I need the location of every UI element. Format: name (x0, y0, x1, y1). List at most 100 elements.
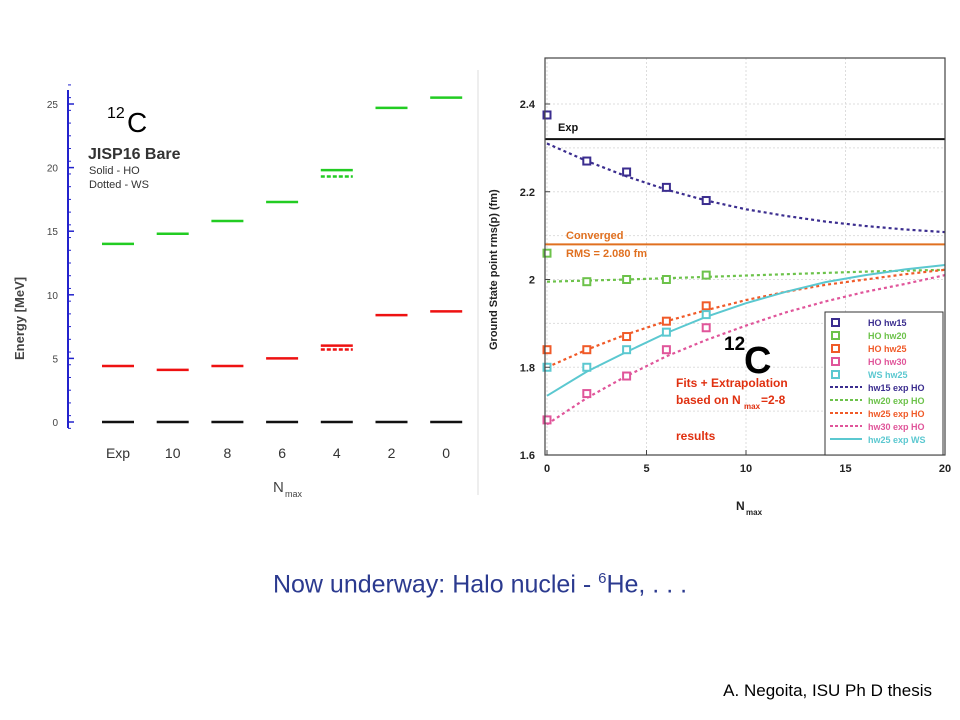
slide-subtitle: Now underway: Halo nuclei - 6He, . . . (0, 570, 960, 599)
rms-chart-x-ticks: 0 5 10 15 20 (544, 450, 951, 475)
rms-legend-marker (831, 370, 840, 379)
energy-chart-note-solid: Solid - HO (89, 165, 140, 177)
rms-chart-converged-label: Converged (566, 230, 623, 242)
rms-data-point (661, 327, 671, 337)
rms-chart-annotation-line2: based on N (676, 393, 741, 407)
rms-fit-curve (546, 142, 946, 234)
rms-x-tick-label: 5 (643, 463, 649, 475)
subtitle-superscript: 6 (598, 570, 607, 587)
rms-data-point (542, 415, 552, 425)
rms-data-point (701, 196, 711, 206)
rms-data-point (582, 156, 592, 166)
rms-data-point (542, 110, 552, 120)
rms-legend-label: hw25 exp WS (868, 435, 926, 445)
rms-legend-label: WS hw25 (868, 370, 908, 380)
rms-chart-data-points (542, 110, 711, 425)
rms-y-tick-label: 2 (529, 275, 535, 287)
rms-legend-marker (831, 344, 840, 353)
credit-text: A. Negoita, ISU Ph D thesis (723, 681, 932, 700)
energy-y-tick-label: 15 (47, 227, 59, 238)
energy-chart-y-label: Energy [MeV] (12, 277, 27, 360)
rms-y-tick-label: 2.4 (520, 99, 536, 111)
rms-legend-label: hw20 exp HO (868, 396, 925, 406)
energy-y-tick-label: 25 (47, 100, 59, 111)
energy-x-tick-label: Exp (106, 445, 130, 461)
energy-x-tick-label: 0 (442, 445, 450, 461)
rms-chart-frame (544, 57, 946, 456)
rms-legend-label: HO hw20 (868, 331, 907, 341)
rms-data-point (622, 332, 632, 342)
rms-chart-fit-curves (546, 142, 946, 426)
rms-x-tick-label: 10 (740, 463, 752, 475)
rms-chart-annotation-line3: results (676, 429, 716, 443)
rms-x-tick-label: 15 (839, 463, 851, 475)
rms-plot-frame (544, 57, 946, 456)
rms-data-point (542, 345, 552, 355)
rms-chart-legend: HO hw15 HO hw20 HO hw25 HO hw30 WS hw25 hw15 … (824, 311, 944, 456)
subtitle-prefix: Now underway: Halo nuclei - (272, 570, 599, 599)
rms-x-tick-label: 20 (939, 463, 951, 475)
energy-chart-frame (67, 70, 479, 495)
energy-chart-x-ticks: Exp 10 8 6 4 2 0 (106, 445, 450, 461)
rms-chart-converged-value: RMS = 2.080 fm (566, 248, 647, 260)
energy-chart-nucleus-symbol: C (127, 107, 147, 138)
rms-legend-label: HO hw25 (868, 344, 907, 354)
energy-chart-title: JISP16 Bare (88, 146, 181, 163)
rms-legend-marker (831, 331, 840, 340)
energy-y-tick-label: 5 (52, 354, 58, 365)
rms-chart-reference-lines (545, 138, 945, 246)
rms-fit-curve (546, 264, 946, 397)
energy-x-tick-label: 6 (278, 445, 286, 461)
rms-x-tick-label: 0 (544, 463, 550, 475)
energy-chart-levels (102, 96, 463, 424)
rms-legend-label: hw25 exp HO (868, 409, 925, 419)
rms-chart-x-label-sub: max (746, 508, 763, 517)
energy-x-tick-label: 2 (388, 445, 396, 461)
rms-data-point (622, 345, 632, 355)
rms-chart-exp-label: Exp (558, 122, 578, 134)
rms-fit-curve (546, 268, 946, 369)
rms-data-point (582, 362, 592, 372)
rms-chart-annotation-line1: Fits + Extrapolation (676, 376, 788, 390)
energy-chart-note-dotted: Dotted - WS (89, 179, 149, 191)
rms-data-point (701, 270, 711, 280)
energy-x-tick-label: 10 (165, 445, 181, 461)
rms-legend-label: hw15 exp HO (868, 383, 925, 393)
rms-legend-box (824, 311, 944, 456)
rms-data-point (622, 371, 632, 381)
rms-data-point (582, 345, 592, 355)
rms-data-point (701, 323, 711, 333)
rms-chart-annotation-sub: max (744, 402, 761, 411)
rms-y-tick-label: 1.6 (520, 450, 535, 462)
rms-chart-y-ticks: 1.6 1.8 2 2.2 2.4 (520, 99, 550, 462)
rms-data-point (622, 275, 632, 284)
rms-legend-marker (831, 318, 840, 327)
rms-chart-nucleus-mass: 12 (724, 334, 745, 355)
rms-chart-nucleus-symbol: C (744, 340, 771, 382)
energy-chart-nucleus-mass: 12 (107, 105, 125, 122)
rms-data-point (701, 310, 711, 320)
rms-data-point (661, 316, 671, 326)
rms-data-point (661, 275, 671, 284)
rms-chart-y-label: Ground State point rms(p) (fm) (488, 189, 500, 350)
energy-chart-y-ticks: 0 5 10 15 20 25 (47, 84, 74, 429)
rms-data-point (701, 301, 711, 311)
subtitle-suffix: He, . . . (606, 570, 688, 599)
rms-data-point (661, 182, 671, 192)
rms-legend-label: hw30 exp HO (868, 422, 925, 432)
rms-chart-x-label: N (736, 499, 745, 513)
energy-y-tick-label: 20 (47, 164, 59, 175)
rms-data-point (661, 345, 671, 355)
rms-y-tick-label: 2.2 (520, 187, 535, 199)
energy-x-tick-label: 8 (224, 445, 232, 461)
energy-y-tick-label: 0 (52, 418, 58, 429)
rms-legend-marker (831, 357, 840, 366)
rms-data-point (582, 389, 592, 399)
energy-y-tick-label: 10 (47, 291, 59, 302)
energy-chart-x-label-sub: max (285, 489, 303, 499)
rms-chart-annotation-range: =2-8 (761, 393, 786, 407)
rms-y-tick-label: 1.8 (520, 362, 535, 374)
rms-data-point (622, 167, 632, 177)
